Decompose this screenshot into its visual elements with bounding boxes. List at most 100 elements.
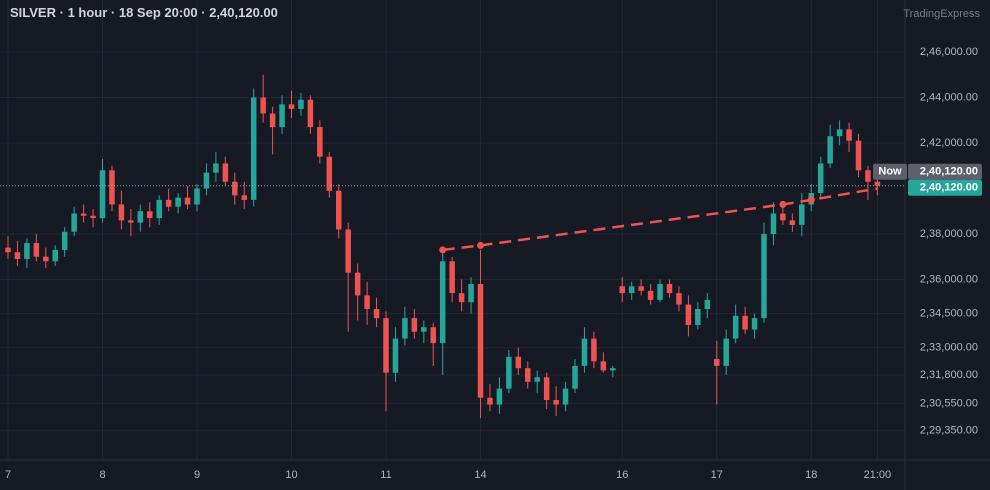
separator: · <box>107 5 119 20</box>
candle-body <box>402 318 408 339</box>
candle-body <box>61 231 68 250</box>
header: SILVER · 1 hour · 18 Sep 20:00 · 2,40,12… <box>10 5 278 20</box>
candle-body <box>383 318 389 373</box>
candle-body <box>288 104 295 109</box>
candle-body <box>836 129 843 137</box>
candle-body <box>619 286 625 294</box>
candle-body <box>496 388 503 405</box>
candle-body <box>222 163 229 182</box>
candle-body <box>71 213 77 232</box>
candle-body <box>562 388 569 405</box>
candle-body <box>799 204 805 225</box>
candle-body <box>364 295 370 310</box>
candle-body <box>354 272 361 296</box>
candle-body <box>855 140 862 171</box>
candle-body <box>761 233 767 319</box>
candle-body <box>676 293 682 305</box>
candle-body <box>317 127 323 157</box>
candle-body <box>780 213 786 221</box>
candle-body <box>817 163 824 194</box>
candle-body <box>14 252 21 260</box>
candle-body <box>241 195 247 200</box>
candle-body <box>269 113 276 128</box>
candle-body <box>865 170 871 182</box>
candle-body <box>80 213 87 216</box>
candle-body <box>128 220 134 223</box>
now-price-tag <box>908 163 982 180</box>
candle-body <box>373 309 380 319</box>
candle-body <box>392 338 399 373</box>
separator: · <box>56 5 68 20</box>
x-tick-label: 11 <box>380 469 391 481</box>
candle-body <box>666 284 673 294</box>
candle-body <box>742 315 748 330</box>
candle-body <box>647 290 654 300</box>
candle-body <box>232 181 238 196</box>
candle-body <box>118 204 125 221</box>
y-tick-label: 2,29,350.00 <box>920 425 978 437</box>
brand: TradingExpress <box>903 8 980 20</box>
candle-body <box>468 284 474 303</box>
candle-body <box>165 199 172 207</box>
candle-body <box>572 365 578 389</box>
y-tick-label: 2,44,000.00 <box>920 91 978 103</box>
candle-body <box>685 304 692 325</box>
candle-body <box>714 359 720 366</box>
candle-body <box>147 211 153 219</box>
last-price-tag <box>908 179 982 196</box>
x-tick-label: 14 <box>474 469 486 481</box>
y-tick-label: 2,33,000.00 <box>920 342 978 354</box>
candle-body <box>591 338 597 362</box>
candle-body <box>411 318 418 332</box>
now-label: Now <box>878 166 902 178</box>
candle-body <box>109 170 115 205</box>
x-tick-label: 10 <box>285 469 297 481</box>
candle-body <box>543 377 550 401</box>
candle-body <box>477 284 484 398</box>
now-tag <box>873 163 907 180</box>
candle-body <box>458 293 465 303</box>
candle-body <box>279 104 285 128</box>
trend-handle <box>779 200 787 208</box>
x-tick-label: 17 <box>711 469 723 481</box>
candle-body <box>610 368 616 371</box>
symbol: SILVER <box>10 5 57 20</box>
candle-body <box>421 327 427 332</box>
candle-body <box>43 256 49 262</box>
interval: 1 hour <box>68 5 108 20</box>
now-price: 2,40,120.00 <box>920 166 978 178</box>
y-tick-label: 2,34,500.00 <box>920 307 978 319</box>
candle-body <box>194 188 200 205</box>
candle-body <box>732 315 739 339</box>
trend-handle <box>807 196 815 204</box>
candle-body <box>52 249 58 262</box>
y-tick-label: 2,30,550.00 <box>920 397 978 409</box>
y-tick-label: 2,46,000.00 <box>920 46 978 58</box>
candle-body <box>213 163 219 173</box>
candle-body <box>525 368 531 382</box>
candle-body <box>307 99 314 128</box>
last-price: 2,40,120.00 <box>920 182 978 194</box>
candle-body <box>657 284 663 300</box>
candle-body <box>345 229 351 273</box>
y-tick-label: 2,38,000.00 <box>920 228 978 240</box>
candle-body <box>439 261 446 344</box>
x-tick-label: 16 <box>616 469 628 481</box>
candle-body <box>33 243 40 257</box>
axes: 2,29,350.00 2,30,550.00 2,31,800.00 2,33,00… <box>5 46 982 481</box>
candle-body <box>789 220 796 225</box>
candle-body <box>487 397 493 405</box>
candle-body <box>430 327 436 344</box>
candle-body <box>515 356 522 369</box>
x-tick-label: 18 <box>805 469 817 481</box>
candle-body <box>449 261 455 294</box>
candle-body <box>184 197 191 205</box>
candle-body <box>638 286 644 291</box>
candle-body <box>770 213 777 234</box>
x-tick-label: 8 <box>99 469 105 481</box>
candle-body <box>156 199 162 219</box>
trend-handle <box>439 246 447 254</box>
candle-body <box>874 181 881 186</box>
